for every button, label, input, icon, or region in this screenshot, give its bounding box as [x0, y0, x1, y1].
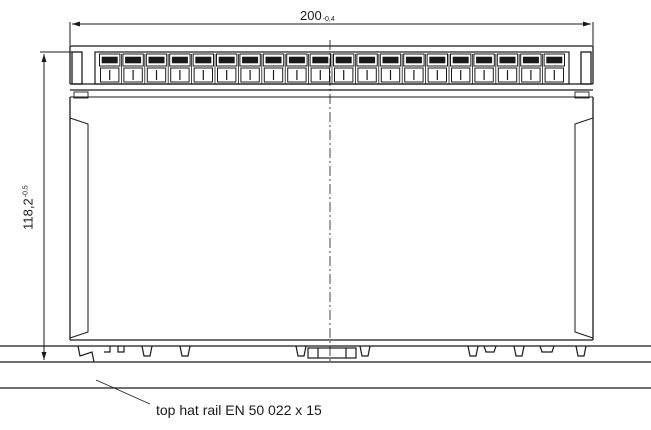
terminal-screw-11 [333, 53, 355, 67]
terminal-screw-head-17 [476, 56, 493, 64]
terminal-screw-head-5 [195, 56, 212, 64]
terminal-screw-12 [356, 53, 378, 67]
terminal-screw-8 [262, 53, 285, 67]
terminal-clamp-11 [334, 67, 354, 83]
top-right-block [580, 51, 592, 85]
terminal-screw-head-12 [359, 56, 376, 64]
height-tolerance: -0,5 [22, 185, 30, 198]
terminal-screw-head-4 [171, 56, 188, 64]
terminal-screw-head-15 [429, 56, 446, 64]
terminal-clamp-18 [497, 67, 518, 83]
terminal-clamp-7 [240, 67, 260, 83]
left-side-tab [69, 117, 89, 339]
terminal-screw-20 [543, 53, 565, 67]
terminal-screw-13 [379, 53, 402, 67]
height-arrow-top [41, 54, 47, 62]
terminal-screw-head-16 [452, 56, 469, 64]
terminal-strip [94, 51, 570, 85]
terminal-clamp-12 [357, 67, 377, 83]
terminal-screw-head-14 [405, 56, 422, 64]
terminal-screw-5 [192, 53, 215, 67]
terminal-screw-19 [520, 53, 542, 67]
terminal-clamp-1 [100, 67, 120, 83]
terminal-screw-7 [239, 53, 261, 67]
width-dimension [69, 21, 594, 45]
terminal-screw-10 [309, 53, 332, 67]
terminal-screw-head-6 [218, 56, 235, 64]
terminal-clamp-17 [474, 67, 494, 83]
width-tolerance: -0,4 [322, 16, 335, 23]
width-arrow-right [583, 21, 591, 27]
terminal-clamp-19 [521, 67, 541, 83]
rail-leader [95, 379, 151, 405]
terminal-clamp-14 [404, 67, 424, 83]
terminal-screw-9 [286, 53, 308, 67]
terminal-screw-head-13 [382, 56, 399, 64]
terminal-screw-head-20 [546, 56, 563, 64]
rail-callout-label: top hat rail EN 50 022 x 15 [156, 402, 322, 418]
housing [69, 45, 594, 347]
terminal-screw-18 [496, 53, 519, 67]
terminal-clamp-8 [263, 67, 284, 83]
terminal-screw-head-8 [265, 56, 282, 64]
terminal-screw-4 [169, 53, 191, 67]
terminal-screw-head-10 [312, 56, 329, 64]
rail-latch [307, 347, 357, 359]
terminal-screw-head-9 [288, 56, 305, 64]
terminal-screw-head-1 [101, 56, 118, 64]
terminal-clamp-15 [427, 67, 448, 83]
height-dimension-label: 118,2-0,5 [21, 168, 36, 248]
terminal-screw-head-18 [499, 56, 516, 64]
width-arrow-left [72, 21, 80, 27]
terminal-screw-2 [122, 53, 144, 67]
terminal-clamp-3 [146, 67, 167, 83]
terminal-screw-head-7 [242, 56, 259, 64]
terminal-screw-head-2 [125, 56, 142, 64]
terminal-clamp-16 [451, 67, 471, 83]
top-left-block [71, 51, 83, 85]
terminal-clamp-10 [310, 67, 331, 83]
terminal-screw-head-11 [335, 56, 352, 64]
width-value: 200 [300, 8, 322, 23]
terminal-clamp-9 [287, 67, 307, 83]
terminal-clamp-20 [544, 67, 564, 83]
right-side-tab [574, 117, 594, 339]
terminal-screw-3 [145, 53, 168, 67]
terminal-screw-6 [216, 53, 238, 67]
terminal-screw-15 [426, 53, 449, 67]
terminal-clamp-4 [170, 67, 190, 83]
terminal-screw-17 [473, 53, 495, 67]
terminal-screw-head-19 [522, 56, 539, 64]
din-rail [0, 345, 651, 389]
terminal-clamp-13 [380, 67, 401, 83]
terminal-clamp-5 [193, 67, 214, 83]
terminal-screw-1 [99, 53, 121, 67]
width-dimension-label: 200-0,4 [300, 8, 335, 23]
height-value: 118,2 [20, 198, 36, 230]
height-arrow-bottom [41, 352, 47, 360]
terminal-clamp-6 [217, 67, 237, 83]
mounting-foot [77, 345, 587, 363]
terminal-screw-14 [403, 53, 425, 67]
terminal-screw-head-3 [148, 56, 165, 64]
terminal-clamp-2 [123, 67, 143, 83]
height-dimension [40, 51, 72, 363]
terminal-screw-16 [450, 53, 472, 67]
